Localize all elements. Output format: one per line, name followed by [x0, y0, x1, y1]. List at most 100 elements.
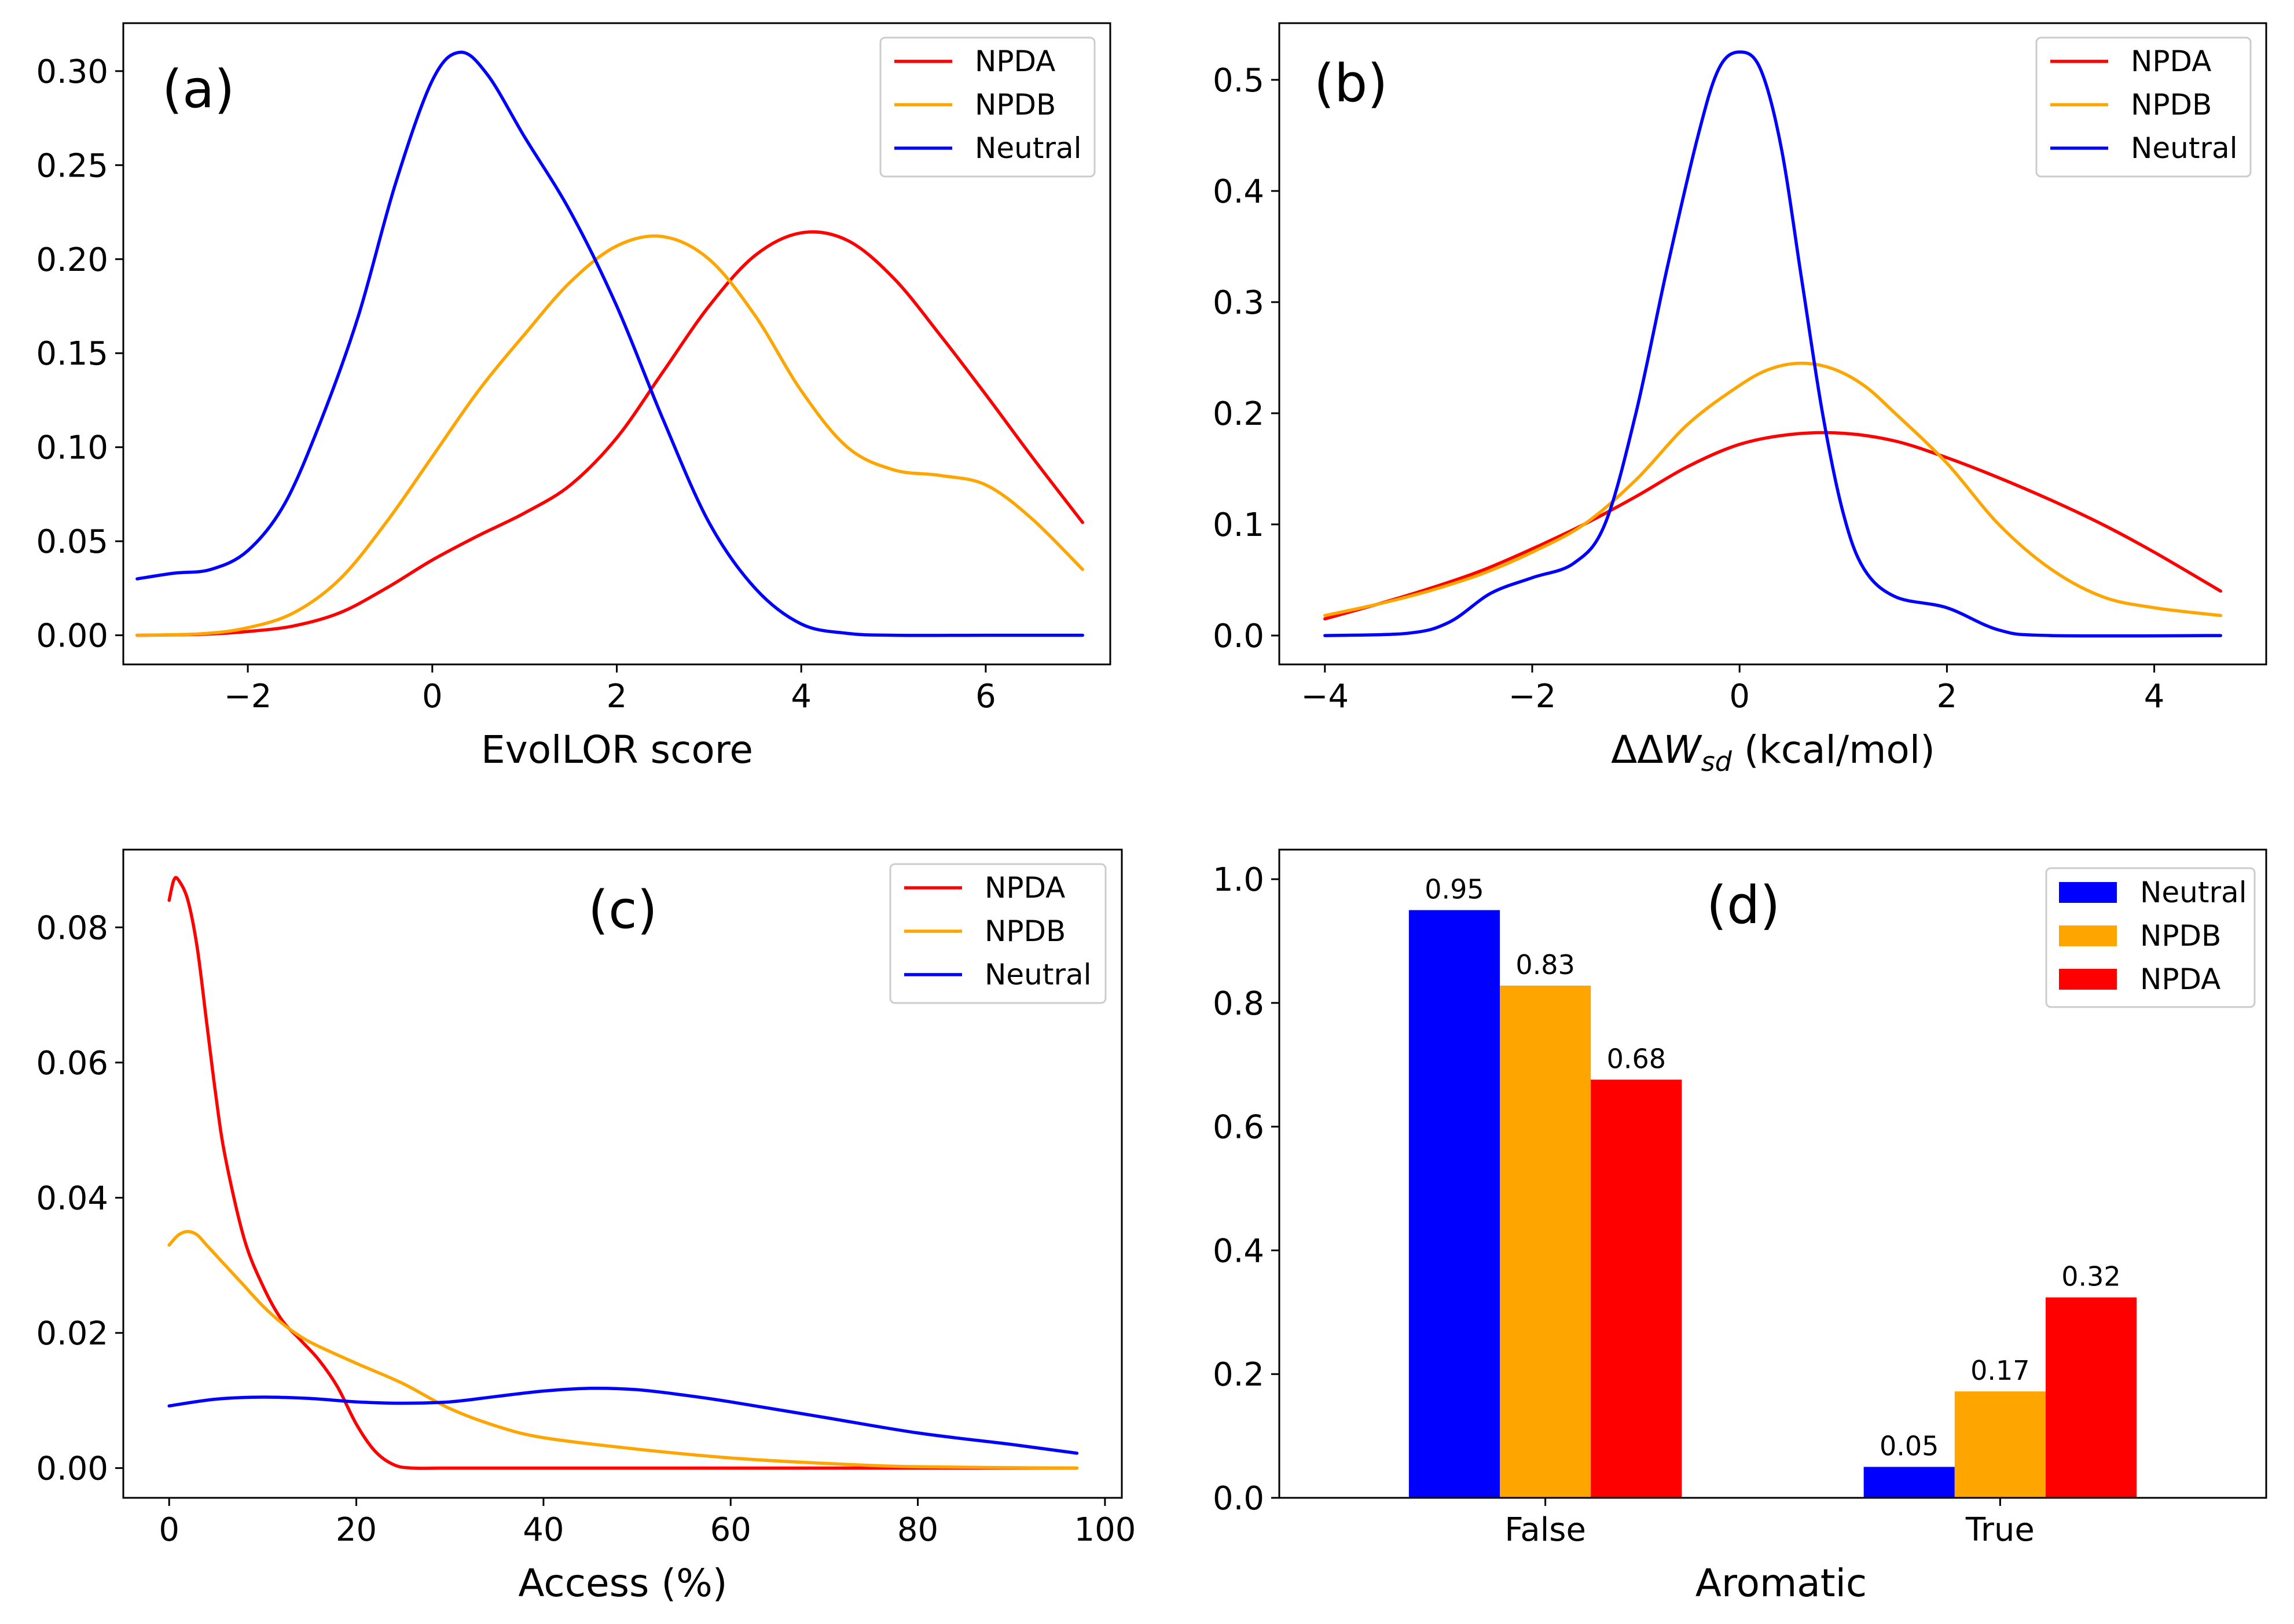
panel-d-ytick-label: 1.0 [1213, 861, 1264, 899]
panel-d-xlabel: Aromatic [1695, 1561, 1867, 1605]
panel-b-xtick-label: 4 [2144, 678, 2165, 715]
panel-d-legend-label-npda: NPDA [2140, 962, 2220, 996]
panel-c-legend: NPDA NPDB Neutral [889, 863, 1107, 1004]
panel-c-xtick-label: 0 [159, 1511, 179, 1549]
panel-a-xlabel: EvolLOR score [481, 728, 753, 772]
panel-d-ytick-label: 0.8 [1213, 985, 1264, 1023]
panel-b-xlabel-w: W [1663, 728, 1702, 772]
panel-c-series-npda [167, 876, 1079, 1470]
panel-c-legend-label-npda: NPDA [985, 871, 1065, 905]
panel-d-legend-label-npdb: NPDB [2140, 919, 2221, 953]
panel-d-bar-label: 0.68 [1607, 1043, 1666, 1074]
panel-a-ytick-label: 0.15 [36, 335, 108, 373]
panel-a-ytick-label: 0.20 [36, 241, 108, 279]
panel-d-bar-npdb-true [1954, 1391, 2046, 1498]
panel-b-xlabel: ΔΔWsd (kcal/mol) [1611, 728, 1935, 777]
panel-a-xtick-label: 2 [607, 678, 627, 715]
panel-b-ytick-label: 0.3 [1213, 284, 1264, 322]
panel-d-bar-npda-false [1591, 1079, 1682, 1498]
panel-b-xtick-label: −2 [1508, 678, 1557, 715]
panel-a-legend-label-npdb: NPDB [975, 88, 1056, 122]
panel-d-ytick-label: 0.4 [1213, 1232, 1264, 1270]
panel-b-tag: (b) [1314, 53, 1388, 114]
panel-d-bar-npdb-false [1500, 985, 1591, 1498]
panel-c-ytick-label: 0.08 [36, 909, 108, 947]
panel-b-curves [1323, 50, 2222, 638]
panel-b-series-npda [1323, 431, 2222, 621]
panel-a: 0.00 0.05 0.10 0.15 0.20 0.25 0.30 −2 0 2 4 6 (a) E… [36, 22, 1111, 772]
panel-d-bar-label: 0.95 [1425, 874, 1484, 905]
panel-d-xtick-label-false: False [1504, 1511, 1586, 1549]
panel-c-xtick-label: 20 [336, 1511, 377, 1549]
panel-b-xlabel-sub: sd [1701, 746, 1733, 777]
panel-d-bar-npda-true [2045, 1297, 2137, 1498]
panel-a-series-npdb [135, 234, 1084, 637]
panel-a-curves [135, 50, 1084, 637]
panel-d-ytick-label: 0.0 [1213, 1480, 1264, 1518]
panel-c-xtick-label: 60 [710, 1511, 751, 1549]
panel-a-legend: NPDA NPDB Neutral [879, 36, 1096, 178]
panel-a-legend-label-neutral: Neutral [975, 131, 1082, 165]
panel-b-legend-label-neutral: Neutral [2131, 131, 2238, 165]
panel-b-series-neutral [1323, 50, 2222, 638]
panel-d-bar-label: 0.05 [1880, 1431, 1939, 1462]
panel-d-bar-label: 0.32 [2061, 1261, 2120, 1292]
panel-d-xtick-label-true: True [1965, 1511, 2035, 1549]
panel-c-series-neutral [167, 1386, 1079, 1455]
panel-b-series-npdb [1323, 361, 2222, 618]
panel-d-bars: 0.95 0.05 0.83 0.17 0.68 0.32 [1408, 874, 2137, 1498]
panel-d-legend-swatch-neutral [2059, 882, 2117, 903]
panel-a-series-npda [135, 230, 1084, 637]
panel-b-ytick-label: 0.0 [1213, 618, 1264, 655]
panel-c-curves [167, 876, 1079, 1470]
panel-c-xlabel: Access (%) [518, 1561, 727, 1605]
panel-c-legend-box [889, 863, 1107, 1004]
panel-d-ytick-label: 0.2 [1213, 1356, 1264, 1394]
panel-a-ytick-label: 0.10 [36, 429, 108, 467]
panel-d-legend-swatch-npda [2059, 969, 2117, 990]
panel-b-xtick-label: 2 [1937, 678, 1958, 715]
panel-c-ytick-label: 0.06 [36, 1045, 108, 1082]
panel-a-series-neutral [135, 50, 1084, 637]
panel-b: 0.0 0.1 0.2 0.3 0.4 0.5 −4 −2 0 2 4 (b) ΔΔWsd (kca… [1213, 22, 2267, 777]
panel-d: 0.95 0.05 0.83 0.17 0.68 0.32 0.0 0.2 0.4 0.6 0.8… [1213, 848, 2267, 1605]
panel-a-ticks: 0.00 0.05 0.10 0.15 0.20 0.25 0.30 −2 0 2 4 6 [36, 53, 996, 715]
panel-b-ytick-label: 0.2 [1213, 395, 1264, 433]
panel-c-ytick-label: 0.02 [36, 1315, 108, 1353]
panel-c-xtick-label: 100 [1074, 1511, 1136, 1549]
panel-d-bar-label: 0.17 [1970, 1355, 2029, 1386]
panel-d-ytick-label: 0.6 [1213, 1109, 1264, 1147]
panel-a-xtick-label: 4 [791, 678, 812, 715]
panel-c-legend-label-neutral: Neutral [985, 958, 1092, 991]
panel-b-xlabel-delta: ΔΔ [1611, 728, 1663, 772]
panel-c-ytick-label: 0.04 [36, 1180, 108, 1217]
panel-a-ytick-label: 0.30 [36, 53, 108, 91]
panel-c: 0.00 0.02 0.04 0.06 0.08 0 20 40 60 80 100 (c) Acc… [36, 848, 1136, 1605]
panel-b-legend-label-npda: NPDA [2131, 45, 2211, 78]
panel-c-series-npdb [167, 1230, 1079, 1470]
panel-b-axes-frame [1278, 22, 2267, 666]
panel-c-tag: (c) [588, 880, 658, 940]
panel-d-bar-neutral-false [1408, 910, 1500, 1498]
panel-a-legend-box [879, 36, 1096, 178]
panel-c-xtick-label: 80 [897, 1511, 938, 1549]
panel-d-tag: (d) [1706, 875, 1780, 936]
panel-a-ytick-label: 0.25 [36, 147, 108, 185]
panel-a-tag: (a) [162, 59, 234, 120]
panel-d-legend: Neutral NPDB NPDA [2045, 867, 2256, 1008]
panel-b-xlabel-unit: (kcal/mol) [1732, 728, 1935, 772]
panel-a-legend-label-npda: NPDA [975, 45, 1055, 78]
panel-b-legend-label-npdb: NPDB [2131, 88, 2212, 122]
panel-b-ytick-label: 0.1 [1213, 506, 1264, 544]
panel-b-xtick-label: 0 [1729, 678, 1750, 715]
panel-d-bar-neutral-true [1863, 1467, 1955, 1498]
panel-a-xtick-label: −2 [224, 678, 272, 715]
panel-a-ytick-label: 0.00 [36, 618, 108, 655]
panel-c-axes-frame [122, 848, 1123, 1499]
panel-d-bar-label: 0.83 [1515, 949, 1574, 980]
panel-c-ytick-label: 0.00 [36, 1450, 108, 1488]
panel-d-axes-frame [1278, 848, 2267, 1499]
panel-d-legend-label-neutral: Neutral [2140, 876, 2247, 909]
panel-a-xtick-label: 0 [422, 678, 443, 715]
